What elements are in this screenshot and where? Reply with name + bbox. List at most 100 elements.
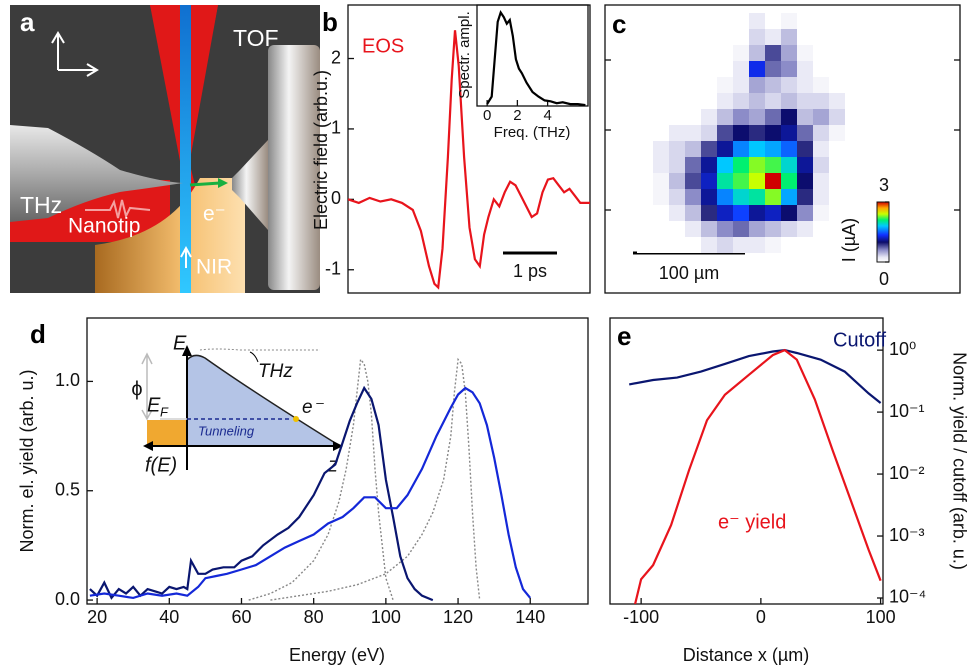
heat-cell [829, 237, 845, 253]
heat-cell [637, 45, 653, 61]
heat-cell [669, 141, 685, 157]
energy-axis-label: E [173, 332, 187, 354]
series-label: EOS [362, 35, 404, 57]
heat-cell [733, 173, 749, 189]
heat-cell [797, 205, 813, 221]
heat-cell [733, 45, 749, 61]
data-line [486, 9, 586, 106]
heat-cell [733, 93, 749, 109]
heat-cell [781, 237, 797, 253]
data-line [348, 30, 590, 290]
x-axis-label: Freq. (THz) [494, 124, 571, 141]
heat-cell [765, 205, 781, 221]
heat-cell [685, 189, 701, 205]
heat-cell [653, 189, 669, 205]
heat-cell [797, 141, 813, 157]
heat-cell [749, 77, 765, 93]
heat-cell [813, 29, 829, 45]
heat-cell [717, 205, 733, 221]
heat-cell [669, 173, 685, 189]
heat-cell [653, 77, 669, 93]
heat-cell [669, 221, 685, 237]
heat-cell [765, 45, 781, 61]
heat-cell [701, 45, 717, 61]
heat-cell [701, 173, 717, 189]
heat-cell [717, 45, 733, 61]
heat-cell [669, 45, 685, 61]
x-tick-label: 4 [543, 107, 551, 124]
x-tick-label: 20 [87, 607, 107, 627]
heat-cell [717, 141, 733, 157]
z-axis-label: z [327, 454, 338, 476]
y-axis-label: Norm. yield / cutoff (arb. u.) [949, 352, 969, 570]
plot-frame [609, 317, 884, 605]
heat-cell [829, 157, 845, 173]
heat-cell [685, 205, 701, 221]
heat-cell [733, 61, 749, 77]
work-function-arrow [141, 352, 153, 421]
heat-cell [685, 109, 701, 125]
heat-cell [701, 13, 717, 29]
heat-cell [797, 189, 813, 205]
nanotip-label: Nanotip [68, 215, 140, 238]
heat-cell [653, 141, 669, 157]
heat-cell [781, 205, 797, 221]
heat-cell [765, 125, 781, 141]
heat-cell [813, 173, 829, 189]
heat-cell [669, 77, 685, 93]
heat-cell [733, 189, 749, 205]
heat-cell [797, 173, 813, 189]
y-axis-label: Spectr. ampl. [456, 11, 473, 99]
fermi-sea [147, 420, 187, 446]
heat-cell [685, 173, 701, 189]
heat-cell [797, 77, 813, 93]
heat-cell [749, 189, 765, 205]
heat-cell [701, 189, 717, 205]
heat-cell [653, 29, 669, 45]
heat-cell [813, 221, 829, 237]
x-tick-label: 80 [304, 607, 324, 627]
heat-cell [685, 29, 701, 45]
fermi-label: E [147, 394, 161, 416]
electron-label: e⁻ [302, 397, 325, 418]
heat-cell [637, 29, 653, 45]
heat-cell [685, 221, 701, 237]
nir-beam [180, 5, 191, 293]
heat-cell [653, 109, 669, 125]
heat-cell [701, 77, 717, 93]
heat-cell [829, 13, 845, 29]
colorbar [876, 201, 890, 263]
heat-cell [733, 221, 749, 237]
heat-cell [797, 221, 813, 237]
heat-cell [781, 189, 797, 205]
x-tick-label: 2 [513, 107, 521, 124]
heat-cell [653, 13, 669, 29]
heat-cell [829, 77, 845, 93]
heat-cell [829, 221, 845, 237]
heat-cell [829, 93, 845, 109]
heat-cell [781, 173, 797, 189]
x-tick-label: 100 [866, 607, 896, 627]
heat-cell [765, 189, 781, 205]
heat-cell [797, 29, 813, 45]
heat-cell [749, 205, 765, 221]
barrier [186, 354, 343, 447]
heat-cell [637, 189, 653, 205]
heat-cell [733, 77, 749, 93]
heat-cell [813, 45, 829, 61]
y-tick-label: 2 [331, 47, 341, 67]
thz-pointer [249, 351, 259, 363]
heat-cell [701, 109, 717, 125]
heat-cell [813, 141, 829, 157]
heat-cell [685, 141, 701, 157]
heat-cell [733, 205, 749, 221]
nir-label: NIR [196, 256, 232, 279]
heat-cell [669, 237, 685, 253]
heat-cell [765, 93, 781, 109]
tunneling-schematic: E z f(E) E F ϕ THz e⁻ Tunneling [131, 332, 343, 476]
heat-cell [829, 189, 845, 205]
heat-cell [717, 109, 733, 125]
heat-cell [653, 61, 669, 77]
x-axis-label: Energy (eV) [289, 645, 385, 665]
heat-cell [701, 205, 717, 221]
